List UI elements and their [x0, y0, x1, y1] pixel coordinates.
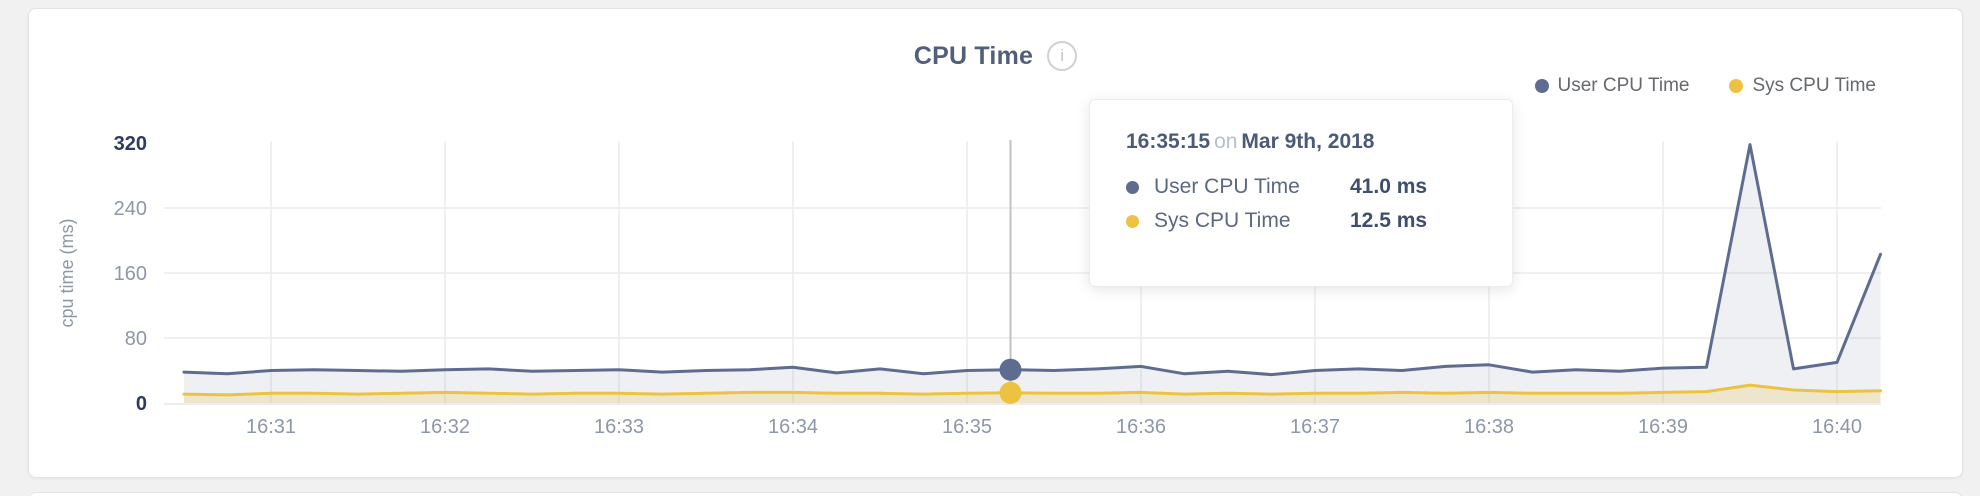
- hover-point-user: [999, 358, 1022, 381]
- y-axis-tick-label: 160: [114, 263, 147, 285]
- tooltip-date: Mar 9th, 2018: [1241, 130, 1375, 153]
- y-axis-tick-label: 240: [114, 198, 147, 220]
- legend-label: User CPU Time: [1557, 75, 1690, 96]
- tooltip-row-user: User CPU Time 41.0 ms: [1126, 170, 1482, 204]
- tooltip-label: User CPU Time: [1154, 175, 1300, 198]
- hover-point-sys: [999, 381, 1022, 404]
- x-axis-tick-label: 16:34: [768, 416, 818, 438]
- next-card-top-edge: [28, 492, 1963, 496]
- user-cpu-line: [182, 143, 1882, 377]
- cpu-chart-svg[interactable]: 0 80 160 240 320 16:31 16:32 16:33 16:34 16:35 16:…: [29, 9, 1964, 479]
- legend-item-sys-cpu-time[interactable]: Sys CPU Time: [1729, 75, 1876, 97]
- legend-label: Sys CPU Time: [1752, 75, 1876, 96]
- chart-legend: User CPU Time Sys CPU Time: [1534, 75, 1876, 97]
- tooltip-time: 16:35:15: [1126, 130, 1211, 153]
- cpu-time-chart-card: CPU Time i User CPU Time Sys CPU Time 0 8…: [28, 8, 1963, 478]
- x-axis-tick-label: 16:31: [246, 416, 296, 438]
- chart-header: CPU Time i: [29, 39, 1962, 73]
- user-series-dot-icon: [1126, 180, 1139, 194]
- x-axis-tick-label: 16:38: [1464, 416, 1514, 438]
- sys-series-dot-icon: [1729, 79, 1744, 93]
- tooltip-connector: on: [1214, 130, 1238, 153]
- x-axis-tick-label: 16:33: [594, 416, 644, 438]
- y-axis-title: cpu time (ms): [57, 218, 77, 327]
- sys-cpu-line: [182, 383, 1882, 397]
- tooltip-row-sys: Sys CPU Time 12.5 ms: [1126, 204, 1482, 238]
- x-axis-tick-label: 16:32: [420, 416, 470, 438]
- tooltip-value: 41.0 ms: [1350, 175, 1428, 198]
- y-axis-tick-label: 0: [136, 393, 147, 415]
- user-series-dot-icon: [1534, 79, 1549, 93]
- x-axis-tick-label: 16:35: [942, 416, 992, 438]
- tooltip-value: 12.5 ms: [1350, 209, 1428, 232]
- sys-series-dot-icon: [1126, 214, 1139, 228]
- y-axis-tick-label: 80: [125, 328, 147, 350]
- legend-item-user-cpu-time[interactable]: User CPU Time: [1534, 75, 1690, 97]
- tooltip-label: Sys CPU Time: [1154, 209, 1291, 232]
- user-cpu-area: [184, 144, 1881, 403]
- x-axis-tick-label: 16:37: [1290, 416, 1340, 438]
- chart-tooltip: 16:35:15 on Mar 9th, 2018 User CPU Time 41…: [1089, 99, 1513, 287]
- chart-title: CPU Time: [913, 41, 1034, 70]
- tooltip-header: 16:35:15 on Mar 9th, 2018: [1126, 130, 1482, 154]
- info-icon[interactable]: i: [1047, 41, 1078, 71]
- x-axis-tick-label: 16:36: [1116, 416, 1166, 438]
- x-axis-tick-label: 16:40: [1812, 416, 1862, 438]
- x-axis-tick-label: 16:39: [1638, 416, 1688, 438]
- y-axis-tick-label: 320: [114, 133, 147, 155]
